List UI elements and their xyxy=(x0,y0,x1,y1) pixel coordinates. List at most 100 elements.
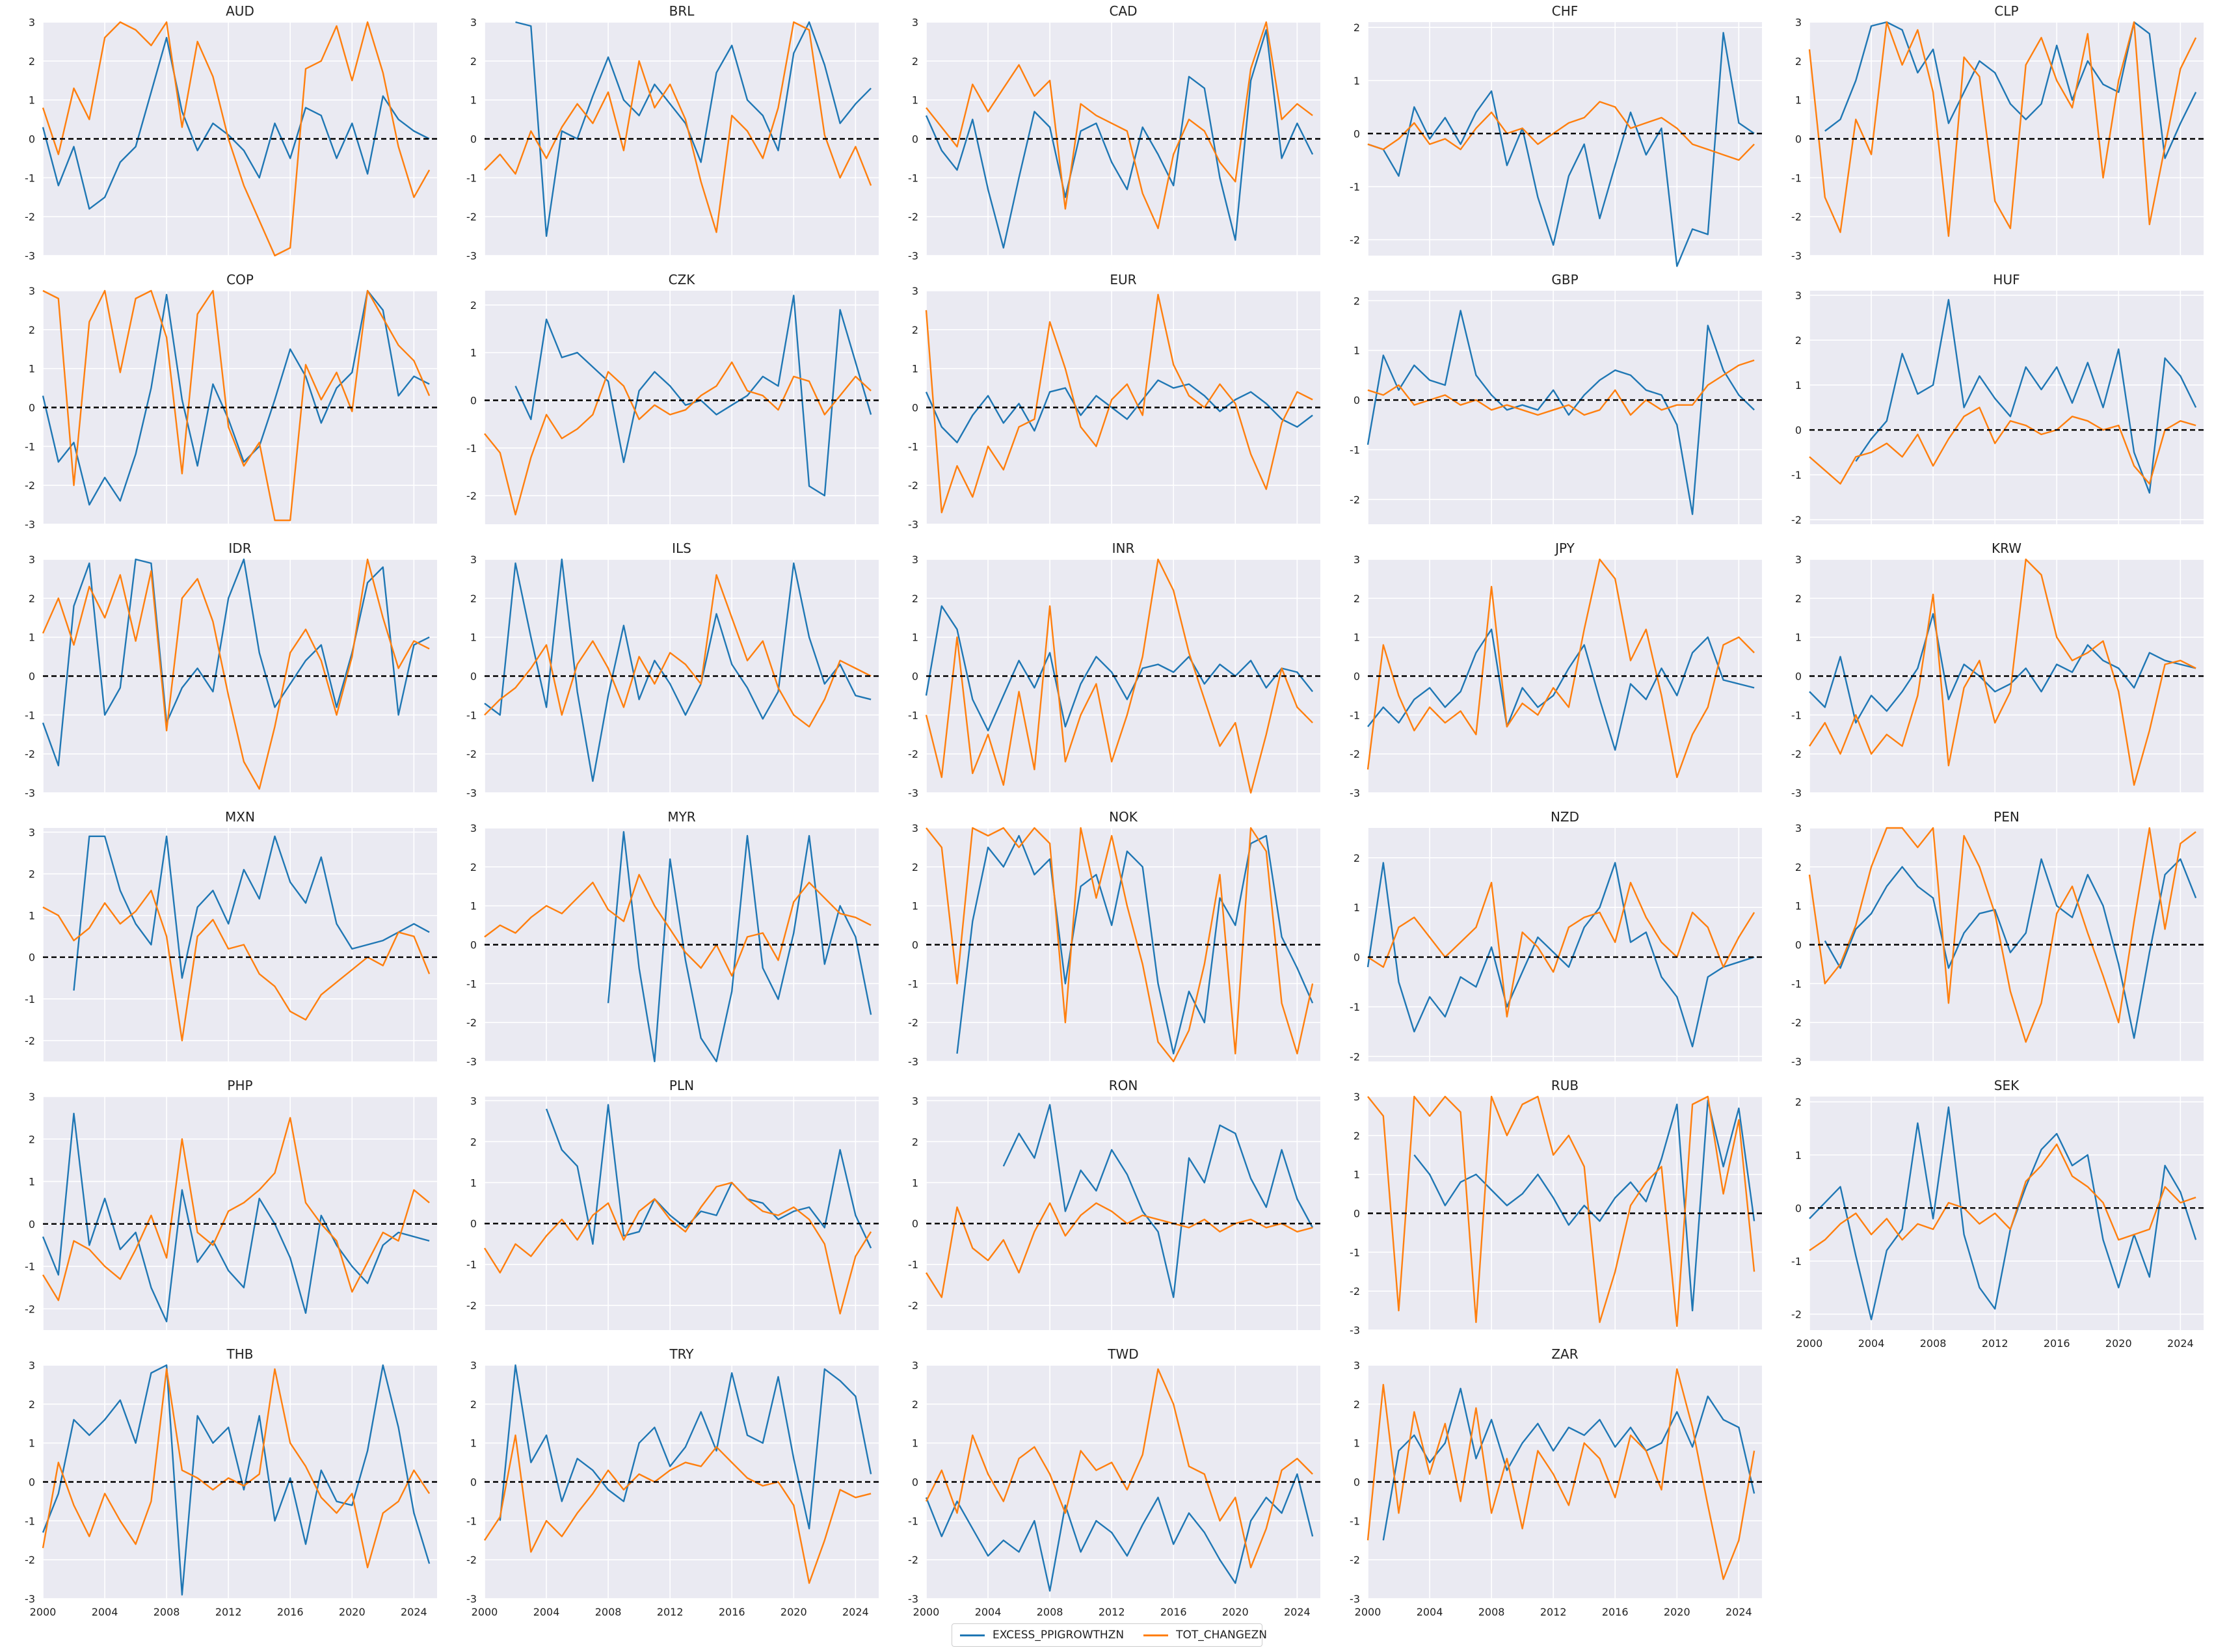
series-line-tot-changezn xyxy=(484,361,872,516)
y-tick-label: -2 xyxy=(466,1554,477,1566)
y-tick-label: -2 xyxy=(466,211,477,223)
series-line-tot-changezn xyxy=(925,1202,1313,1298)
y-tick-label: 0 xyxy=(29,1218,35,1231)
y-tick-label: -3 xyxy=(1350,787,1360,799)
y-tick-label: -1 xyxy=(466,978,477,990)
panel-title: EUR xyxy=(1110,272,1136,287)
y-tick-label: 0 xyxy=(912,939,918,952)
panel-title: JPY xyxy=(1554,540,1575,556)
panel-pen: -3 -2 -1 0 1 2 3 PEN xyxy=(1791,809,2204,1068)
series-line-excess-ppigrowthzn xyxy=(956,834,1314,1055)
y-tick-label: 0 xyxy=(470,1476,477,1489)
series-line-excess-ppigrowthzn xyxy=(42,289,430,506)
panel-pln: -2 -1 0 1 2 3 PLN xyxy=(466,1078,879,1330)
y-tick-label: -3 xyxy=(25,787,35,799)
y-tick-label: 3 xyxy=(29,553,35,566)
panel-cad: -3 -2 -1 0 1 2 3 CAD xyxy=(908,3,1320,262)
y-tick-label: 1 xyxy=(912,94,918,107)
series-line-tot-changezn xyxy=(42,1368,431,1569)
panel-try: -3 -2 -1 0 1 2 3 TRY 2000 2004 2008 2012 2016 2020 202… xyxy=(466,1346,879,1618)
y-tick-label: -1 xyxy=(25,1515,35,1527)
x-tick-label: 2012 xyxy=(657,1606,684,1618)
x-tick-label: 2020 xyxy=(2105,1337,2132,1350)
y-tick-label: -3 xyxy=(1791,787,1802,799)
panel-title: CLP xyxy=(1994,3,2018,19)
y-tick-label: -3 xyxy=(1791,250,1802,262)
y-tick-label: -3 xyxy=(466,1593,477,1605)
y-tick-label: -2 xyxy=(908,211,918,223)
y-tick-label: -1 xyxy=(466,172,477,184)
y-tick-label: -2 xyxy=(25,1303,35,1315)
series-line-excess-ppigrowthzn xyxy=(1824,858,2197,1039)
series-line-excess-ppigrowthzn xyxy=(607,831,872,1063)
panel-sek: -2 -1 0 1 2 SEK 2000 2004 2008 2012 2016 2020 2024 xyxy=(1791,1078,2204,1350)
y-tick-label: 3 xyxy=(29,1091,35,1103)
y-tick-label: -1 xyxy=(908,172,918,184)
series-line-excess-ppigrowthzn xyxy=(925,605,1314,732)
y-tick-label: -1 xyxy=(466,1259,477,1271)
panel-title: MYR xyxy=(667,809,695,825)
y-tick-label: -2 xyxy=(1350,1050,1360,1063)
panel-title: AUD xyxy=(226,3,254,19)
x-tick-label: 2008 xyxy=(1037,1606,1063,1618)
y-tick-label: 0 xyxy=(1795,671,1802,683)
y-tick-label: 0 xyxy=(470,1218,477,1230)
y-tick-label: -3 xyxy=(25,250,35,262)
y-tick-label: 0 xyxy=(29,133,35,146)
panel-chf: -2 -1 0 1 2 CHF xyxy=(1350,3,1762,267)
series-line-excess-ppigrowthzn xyxy=(925,29,1314,249)
series-line-excess-ppigrowthzn xyxy=(1382,1387,1755,1541)
x-tick-label: 2000 xyxy=(913,1606,940,1618)
y-tick-label: 1 xyxy=(29,94,35,107)
series-line-tot-changezn xyxy=(484,21,872,233)
y-tick-label: -1 xyxy=(1350,709,1360,721)
y-tick-label: 0 xyxy=(470,671,477,683)
series-line-excess-ppigrowthzn xyxy=(1002,1104,1314,1298)
panel-title: ZAR xyxy=(1551,1346,1578,1362)
y-tick-label: 2 xyxy=(470,299,477,312)
y-tick-label: 1 xyxy=(470,1437,477,1450)
y-tick-label: 3 xyxy=(912,1095,918,1107)
x-tick-label: 2000 xyxy=(1796,1337,1823,1350)
y-tick-label: -2 xyxy=(466,1017,477,1029)
y-tick-label: -2 xyxy=(1791,748,1802,760)
y-tick-label: -1 xyxy=(1350,1001,1360,1013)
series-line-excess-ppigrowthzn xyxy=(42,1112,430,1323)
series-line-excess-ppigrowthzn xyxy=(515,21,872,237)
series-line-excess-ppigrowthzn xyxy=(1367,862,1755,1048)
panel-title: IDR xyxy=(228,540,251,556)
panel-title: RON xyxy=(1109,1078,1138,1093)
y-tick-label: 1 xyxy=(912,363,918,375)
y-tick-label: 3 xyxy=(470,1359,477,1372)
y-tick-label: 0 xyxy=(470,395,477,407)
panel-title: CZK xyxy=(669,272,696,287)
y-tick-label: 1 xyxy=(470,900,477,913)
y-tick-label: 1 xyxy=(912,1437,918,1450)
y-tick-label: -1 xyxy=(908,1259,918,1271)
x-tick-label: 2016 xyxy=(1602,1606,1629,1618)
y-tick-label: 0 xyxy=(1354,394,1360,406)
panel-title: PEN xyxy=(1994,809,2020,825)
y-tick-label: -1 xyxy=(908,709,918,721)
y-tick-label: 0 xyxy=(912,671,918,683)
y-tick-label: 2 xyxy=(470,1136,477,1148)
y-tick-label: 2 xyxy=(1795,55,1802,68)
x-tick-label: 2012 xyxy=(1099,1606,1125,1618)
y-tick-label: -2 xyxy=(25,211,35,223)
y-tick-label: -3 xyxy=(1791,1056,1802,1068)
y-tick-label: 2 xyxy=(1354,1130,1360,1142)
y-tick-label: 0 xyxy=(1795,424,1802,436)
y-tick-label: 2 xyxy=(912,1398,918,1411)
y-tick-label: -2 xyxy=(25,1554,35,1566)
plot-area xyxy=(926,1097,1320,1330)
y-tick-label: -1 xyxy=(1350,181,1360,193)
series-line-tot-changezn xyxy=(1809,406,2196,485)
series-line-tot-changezn xyxy=(1367,881,1755,1018)
y-tick-label: 0 xyxy=(1354,1208,1360,1220)
y-tick-label: 1 xyxy=(1354,1169,1360,1181)
series-line-excess-ppigrowthzn xyxy=(1367,310,1755,515)
y-tick-label: -1 xyxy=(908,978,918,990)
y-tick-label: 0 xyxy=(29,1476,35,1489)
series-line-tot-changezn xyxy=(1367,101,1755,161)
y-tick-label: -2 xyxy=(1350,1285,1360,1298)
